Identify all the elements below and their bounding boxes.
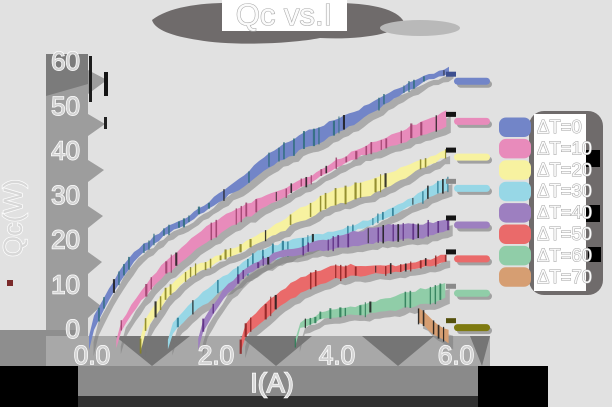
axis-ink-mark [104, 117, 107, 129]
series-end-cap [446, 147, 456, 153]
series-end-cap [446, 283, 456, 289]
series-end-cap [446, 215, 456, 221]
series-shadow [245, 260, 451, 359]
x-tick-label: 0.0 [74, 340, 110, 370]
series-band [198, 219, 449, 351]
bottom-left-black-block [0, 366, 78, 407]
legend-swatch [499, 181, 531, 202]
series-end-tab [454, 221, 490, 229]
y-axis-shadow-dark [46, 54, 88, 96]
x-axis-shadow-wedge [115, 336, 190, 366]
x-axis-label: I(A) [250, 368, 294, 398]
series-end-cap [446, 318, 456, 324]
series-end-cap [446, 111, 456, 117]
y-tick-label: 50 [51, 91, 80, 121]
y-tick-label: 10 [51, 269, 80, 299]
legend-label: ΔT=20 [537, 159, 592, 180]
series-end-tab [454, 117, 490, 125]
legend-ink-spot [582, 205, 600, 222]
legend-item: ΔT=20 [499, 158, 593, 180]
x-tick-label: 2.0 [198, 340, 234, 370]
series-end-cap [446, 71, 456, 77]
bottom-dark-bar [60, 396, 490, 407]
legend-item: ΔT=60 [499, 244, 593, 266]
series-band [295, 283, 446, 347]
ink-speck [7, 280, 13, 286]
title-shadow-fade [380, 20, 460, 36]
series-shadow [145, 156, 451, 358]
legend-item: ΔT=10 [499, 137, 593, 159]
y-axis-label: Qc(W) [0, 179, 28, 257]
legend-swatch [499, 267, 531, 287]
legend-swatch [499, 203, 531, 223]
series-end-tab [454, 289, 490, 297]
legend-ink-spot [584, 150, 600, 167]
x-tick-label: 4.0 [319, 340, 355, 370]
legend-swatch [499, 160, 531, 180]
x-axis-shadow-wedge [362, 336, 434, 366]
series-end-tab [454, 255, 490, 263]
y-tick-label: 60 [51, 46, 80, 76]
legend-item: ΔT=70 [499, 265, 593, 287]
legend-item: ΔT=50 [499, 223, 593, 245]
legend-swatch [499, 117, 531, 137]
chart-title: Qc vs.I [236, 0, 332, 32]
series-band [140, 150, 446, 352]
series-end-tab [454, 77, 490, 85]
title-box [222, 0, 347, 31]
legend-box [534, 114, 586, 291]
plot-area: 0 10 20 30 40 50 60 0.0 2.0 4.0 6.0 [50, 45, 492, 371]
x-axis-shadow-wedge [470, 336, 490, 366]
axis-ink-mark [104, 72, 108, 96]
y-tick-label: 40 [51, 135, 80, 165]
legend-label: ΔT=70 [537, 266, 592, 287]
legend-swatch [499, 245, 531, 266]
legend-label: ΔT=30 [537, 180, 592, 201]
legend-swatch [499, 224, 531, 244]
series-band [116, 110, 447, 349]
series-end-cap [446, 178, 456, 184]
x-axis-shadow-wedge [240, 336, 312, 366]
series-end-tab [454, 184, 490, 192]
legend-label: ΔT=40 [537, 202, 592, 223]
series-shadow [202, 225, 453, 357]
series-end-tab [454, 324, 490, 332]
y-tick-label: 30 [51, 180, 80, 210]
series-end-tab [454, 153, 490, 161]
legend: ΔT=0 ΔT=10 ΔT=20 ΔT=30 ΔT=40 ΔT=50 ΔT=60 [499, 111, 603, 295]
legend-item: ΔT=30 [499, 180, 593, 202]
y-tick-label: 0 [66, 314, 80, 344]
series-end-cap [446, 249, 456, 255]
y-axis-spine-mark [89, 56, 92, 102]
bottom-right-black-block [478, 366, 548, 407]
legend-label: ΔT=10 [537, 137, 592, 158]
y-tick-label: 20 [51, 225, 80, 255]
x-axis-shadow-lower [60, 366, 480, 396]
legend-ink-spot [588, 247, 601, 262]
legend-item: ΔT=0 [499, 116, 582, 138]
y-axis-shadow-band [46, 54, 107, 338]
legend-swatch [499, 138, 531, 159]
series-shadow [120, 116, 451, 355]
legend-label: ΔT=50 [537, 223, 592, 244]
x-tick-label: 6.0 [438, 340, 474, 370]
legend-item: ΔT=40 [499, 201, 593, 223]
legend-label: ΔT=0 [537, 116, 582, 137]
legend-label: ΔT=60 [537, 244, 592, 265]
